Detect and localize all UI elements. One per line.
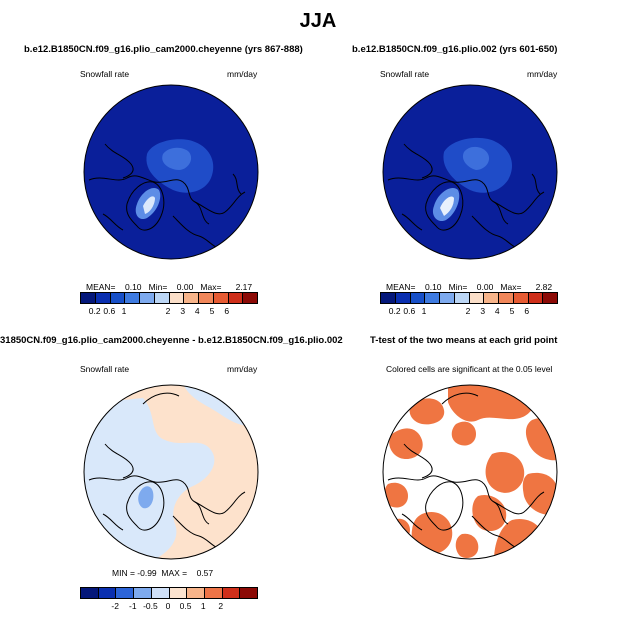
colorbar-swatch: [381, 293, 396, 303]
colorbar-swatch: [222, 588, 241, 598]
panel1-tick: 4: [194, 306, 200, 316]
colorbar-swatch: [199, 293, 214, 303]
panel2-polar-map: [382, 84, 558, 260]
panel2-tick: 2: [465, 306, 471, 316]
colorbar-swatch: [469, 293, 485, 303]
colorbar-swatch: [169, 293, 185, 303]
colorbar-swatch: [228, 293, 244, 303]
panel3-tick: -0.5: [143, 601, 158, 611]
panel3-colorbar-ticks: -2 -1 -0.5 0 0.5 1 2: [80, 601, 258, 611]
colorbar-swatch: [499, 293, 514, 303]
panel4-title: T-test of the two means at each grid poi…: [370, 335, 558, 346]
colorbar-swatch: [184, 293, 199, 303]
panel1-colorbar-ticks: 0.2 0.6 1 2 3 4 5 6: [80, 306, 258, 316]
panel2-title: b.e12.B1850CN.f09_g16.plio.002 (yrs 601-…: [352, 44, 558, 55]
panel3-polar-map: [83, 384, 259, 560]
colorbar-swatch: [440, 293, 455, 303]
colorbar-swatch: [140, 293, 155, 303]
panel3-tick: -2: [111, 601, 119, 611]
panel1-tick: 2: [165, 306, 171, 316]
colorbar-swatch: [543, 293, 557, 303]
panel2-tick: 3: [480, 306, 486, 316]
panel1-title: b.e12.B1850CN.f09_g16.plio_cam2000.cheye…: [24, 44, 303, 55]
panel2-tick: 4: [494, 306, 500, 316]
colorbar-swatch: [213, 293, 229, 303]
panel1-units-label: mm/day: [227, 69, 258, 79]
colorbar-swatch: [395, 293, 411, 303]
panel3-tick: 0: [165, 601, 171, 611]
colorbar-swatch: [98, 588, 117, 598]
colorbar-swatch: [243, 293, 257, 303]
panel3-title: 31850CN.f09_g16.plio_cam2000.cheyenne - …: [0, 335, 343, 346]
panel1-tick: 0.6: [103, 306, 116, 316]
panel4-polar-map: [382, 384, 558, 560]
panel2-coastlines: [387, 143, 545, 251]
panel3-tick: 2: [218, 601, 224, 611]
colorbar-swatch: [484, 293, 499, 303]
panel3-coastlines: [88, 392, 246, 551]
panel2-tick: 0.2: [388, 306, 401, 316]
colorbar-swatch: [513, 293, 529, 303]
panel3-colorbar: [80, 587, 258, 599]
panel2-tick: 5: [509, 306, 515, 316]
panel1-tick: 6: [224, 306, 230, 316]
panel1-variable-label: Snowfall rate: [80, 69, 130, 79]
colorbar-swatch: [81, 293, 96, 303]
panel3-tick: -1: [129, 601, 137, 611]
colorbar-swatch: [528, 293, 544, 303]
panel3-tick: 1: [200, 601, 206, 611]
panel2-light-snow: [462, 146, 490, 170]
colorbar-swatch: [116, 588, 135, 598]
panel1-stats: MEAN= 0.10 Min= 0.00 Max= 2.17: [86, 282, 253, 292]
panel3-negative-diff: [84, 398, 215, 559]
main-title: JJA: [299, 10, 337, 32]
panel1-greenland-max: [143, 196, 155, 214]
panel1-tick: 1: [121, 306, 127, 316]
colorbar-swatch: [134, 588, 152, 598]
panel2-stats: MEAN= 0.10 Min= 0.00 Max= 2.82: [386, 282, 553, 292]
panel3-tick: 0.5: [179, 601, 192, 611]
panel1-light-snow: [162, 147, 192, 170]
panel2-colorbar-ticks: 0.2 0.6 1 2 3 4 5 6: [380, 306, 558, 316]
panel2-tick: 0.6: [403, 306, 416, 316]
colorbar-swatch: [410, 293, 426, 303]
colorbar-swatch: [425, 293, 440, 303]
panel1-polar-map: [83, 84, 259, 260]
panel4-subtitle: Colored cells are significant at the 0.0…: [386, 364, 553, 374]
panel3-variable-label: Snowfall rate: [80, 364, 130, 374]
panel1-tick: 5: [209, 306, 215, 316]
colorbar-swatch: [240, 588, 258, 598]
colorbar-swatch: [154, 293, 170, 303]
colorbar-swatch: [169, 588, 188, 598]
panel1-colorbar: [80, 292, 258, 304]
panel2-variable-label: Snowfall rate: [380, 69, 430, 79]
panel3-stats: MIN = -0.99 MAX = 0.57: [112, 568, 214, 578]
colorbar-swatch: [151, 588, 170, 598]
colorbar-swatch: [110, 293, 126, 303]
panel1-tick: 3: [180, 306, 186, 316]
colorbar-swatch: [125, 293, 140, 303]
panel3-greenland-neg: [138, 486, 154, 509]
colorbar-swatch: [187, 588, 205, 598]
panel2-greenland-max: [440, 196, 454, 216]
panel2-tick: 1: [421, 306, 427, 316]
panel2-colorbar: [380, 292, 558, 304]
panel2-tick: 6: [524, 306, 530, 316]
panel2-units-label: mm/day: [527, 69, 558, 79]
colorbar-swatch: [204, 588, 223, 598]
colorbar-swatch: [81, 588, 99, 598]
panel1-tick: 0.2: [88, 306, 101, 316]
colorbar-swatch: [454, 293, 470, 303]
panel3-units-label: mm/day: [227, 364, 258, 374]
colorbar-swatch: [95, 293, 111, 303]
